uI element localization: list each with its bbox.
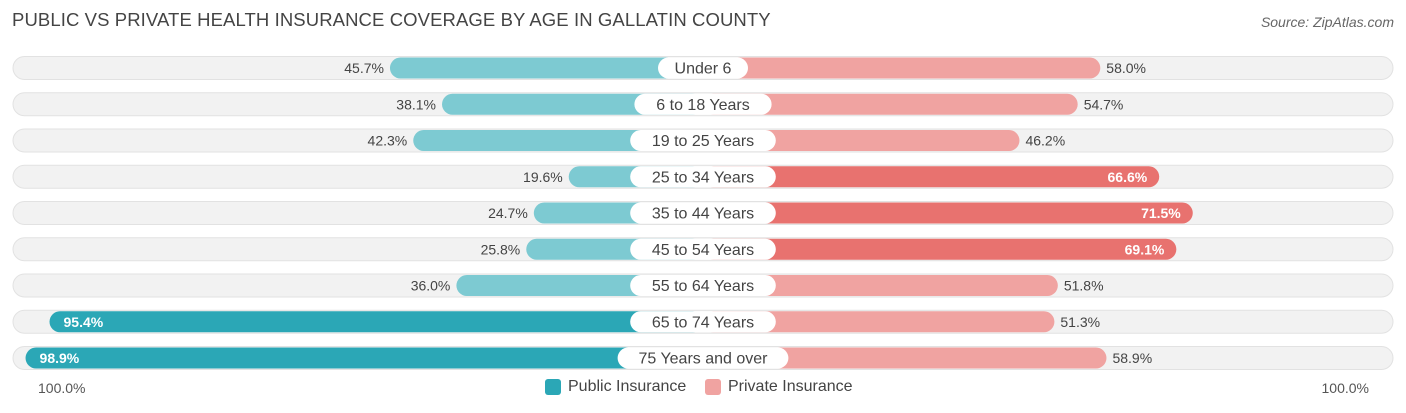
value-label-private: 51.3% (1060, 314, 1100, 330)
bar-private (703, 93, 1078, 115)
category-pill (634, 93, 772, 115)
bar-private (703, 347, 1107, 369)
category-pill (630, 130, 776, 151)
value-label-public: 45.7% (344, 60, 384, 76)
value-label-public: 38.1% (396, 96, 436, 112)
bar-private (703, 275, 1058, 296)
chart-title: PUBLIC VS PRIVATE HEALTH INSURANCE COVER… (12, 9, 771, 30)
value-label-public: 24.7% (488, 205, 528, 221)
bar-public (413, 130, 703, 151)
category-label: 35 to 44 Years (652, 206, 754, 223)
legend-swatch-public (545, 379, 561, 395)
bar-private (703, 311, 1055, 333)
value-label-public: 98.9% (40, 350, 80, 366)
legend: Public Insurance Private Insurance (0, 378, 1406, 398)
legend-label-public: Public Insurance (568, 378, 687, 395)
value-label-public: 19.6% (523, 169, 563, 185)
value-label-private: 66.6% (1108, 169, 1148, 185)
value-label-private: 51.8% (1064, 278, 1104, 294)
value-label-public: 25.8% (481, 241, 521, 257)
bar-private (703, 202, 1193, 224)
value-label-public: 42.3% (368, 133, 408, 149)
chart-canvas: 45.7% 58.0% Under 6 38.1% 54.7% 6 to 18 Years… (12, 56, 1394, 370)
category-pill (630, 202, 776, 224)
legend-item-private: Private Insurance (705, 378, 853, 396)
category-pill (630, 311, 776, 333)
value-label-private: 58.0% (1106, 60, 1146, 76)
bar-private (703, 238, 1177, 260)
axis-right-max-label: 100.0% (1321, 380, 1369, 396)
value-label-public: 95.4% (64, 314, 104, 330)
category-label: 6 to 18 Years (656, 97, 749, 114)
axis-left-max-label: 100.0% (38, 380, 86, 396)
bar-private (703, 130, 1020, 151)
value-label-private: 69.1% (1125, 241, 1165, 257)
bar-private (703, 166, 1160, 188)
category-pill (658, 57, 748, 79)
category-label: Under 6 (675, 61, 732, 78)
category-label: 55 to 64 Years (652, 278, 754, 295)
value-label-private: 46.2% (1025, 133, 1065, 149)
category-pill (617, 347, 789, 369)
category-pill (630, 238, 776, 260)
category-pill (630, 275, 776, 296)
bar-public (25, 347, 704, 369)
value-label-private: 54.7% (1084, 96, 1124, 112)
bar-private (703, 57, 1101, 79)
category-label: 25 to 34 Years (652, 169, 754, 186)
bar-public (389, 57, 703, 79)
legend-item-public: Public Insurance (545, 378, 686, 396)
value-label-public: 36.0% (411, 278, 451, 294)
category-label: 65 to 74 Years (652, 314, 754, 331)
legend-label-private: Private Insurance (728, 378, 853, 395)
value-label-private: 71.5% (1141, 205, 1181, 221)
source-note: Source: ZipAtlas.com (1260, 14, 1394, 30)
legend-swatch-private (705, 379, 721, 395)
category-label: 45 to 54 Years (652, 242, 754, 259)
bar-public (49, 311, 703, 333)
value-label-private: 58.9% (1112, 350, 1152, 366)
category-pill (630, 166, 776, 188)
category-label: 19 to 25 Years (652, 133, 754, 150)
category-label: 75 Years and over (639, 351, 769, 368)
